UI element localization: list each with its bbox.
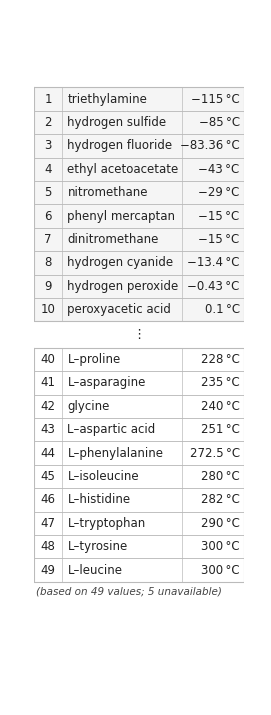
- Text: 46: 46: [41, 493, 56, 506]
- Bar: [34, 395, 244, 418]
- Text: L–phenylalanine: L–phenylalanine: [67, 447, 163, 460]
- Text: phenyl mercaptan: phenyl mercaptan: [67, 209, 176, 222]
- Text: −0.43 °C: −0.43 °C: [187, 280, 240, 293]
- Bar: [34, 275, 244, 298]
- Bar: [34, 157, 244, 181]
- Bar: [34, 371, 244, 395]
- Text: 3: 3: [44, 139, 52, 152]
- Text: L–proline: L–proline: [67, 353, 121, 366]
- Text: hydrogen cyanide: hydrogen cyanide: [67, 257, 174, 270]
- Bar: [34, 298, 244, 322]
- Text: −85 °C: −85 °C: [199, 116, 240, 129]
- Text: 272.5 °C: 272.5 °C: [190, 447, 240, 460]
- Text: glycine: glycine: [67, 400, 110, 413]
- Text: 5: 5: [44, 186, 52, 199]
- Text: peroxyacetic acid: peroxyacetic acid: [67, 303, 171, 316]
- Text: L–histidine: L–histidine: [67, 493, 131, 506]
- Bar: [34, 512, 244, 535]
- Text: −115 °C: −115 °C: [191, 93, 240, 106]
- Text: L–tyrosine: L–tyrosine: [67, 541, 128, 553]
- Text: 300 °C: 300 °C: [201, 541, 240, 553]
- Text: hydrogen sulfide: hydrogen sulfide: [67, 116, 167, 129]
- Text: hydrogen peroxide: hydrogen peroxide: [67, 280, 179, 293]
- Text: 44: 44: [41, 447, 56, 460]
- Text: ⋮: ⋮: [132, 328, 146, 341]
- Text: 9: 9: [44, 280, 52, 293]
- Text: 300 °C: 300 °C: [201, 563, 240, 576]
- Text: hydrogen fluoride: hydrogen fluoride: [67, 139, 173, 152]
- Text: nitromethane: nitromethane: [67, 186, 148, 199]
- Text: 43: 43: [41, 423, 56, 436]
- Bar: [34, 134, 244, 157]
- Text: L–asparagine: L–asparagine: [67, 377, 146, 390]
- Text: 235 °C: 235 °C: [201, 377, 240, 390]
- Text: 280 °C: 280 °C: [201, 470, 240, 483]
- Bar: [34, 87, 244, 111]
- Text: L–tryptophan: L–tryptophan: [67, 517, 146, 530]
- Text: 40: 40: [41, 353, 56, 366]
- Text: 0.1 °C: 0.1 °C: [205, 303, 240, 316]
- Bar: [34, 418, 244, 441]
- Text: (based on 49 values; 5 unavailable): (based on 49 values; 5 unavailable): [36, 586, 222, 596]
- Text: 2: 2: [44, 116, 52, 129]
- Text: 290 °C: 290 °C: [201, 517, 240, 530]
- Text: 228 °C: 228 °C: [201, 353, 240, 366]
- Text: L–leucine: L–leucine: [67, 563, 122, 576]
- Text: 49: 49: [41, 563, 56, 576]
- Text: 47: 47: [41, 517, 56, 530]
- Bar: [34, 441, 244, 465]
- Text: triethylamine: triethylamine: [67, 93, 147, 106]
- Text: −15 °C: −15 °C: [198, 209, 240, 222]
- Bar: [34, 111, 244, 134]
- Text: 240 °C: 240 °C: [201, 400, 240, 413]
- Text: dinitromethane: dinitromethane: [67, 233, 159, 246]
- Text: 6: 6: [44, 209, 52, 222]
- Text: 42: 42: [41, 400, 56, 413]
- Text: −83.36 °C: −83.36 °C: [180, 139, 240, 152]
- Bar: [34, 488, 244, 512]
- Bar: [34, 204, 244, 228]
- Text: 1: 1: [44, 93, 52, 106]
- Text: −13.4 °C: −13.4 °C: [187, 257, 240, 270]
- Text: 282 °C: 282 °C: [201, 493, 240, 506]
- Text: 7: 7: [44, 233, 52, 246]
- Bar: [34, 251, 244, 275]
- Bar: [34, 465, 244, 488]
- Bar: [34, 558, 244, 582]
- Bar: [34, 228, 244, 251]
- Text: 4: 4: [44, 163, 52, 176]
- Text: L–aspartic acid: L–aspartic acid: [67, 423, 156, 436]
- Bar: [34, 348, 244, 371]
- Text: 48: 48: [41, 541, 56, 553]
- Text: 45: 45: [41, 470, 56, 483]
- Bar: [34, 535, 244, 558]
- Text: 41: 41: [41, 377, 56, 390]
- Bar: [34, 181, 244, 204]
- Text: −43 °C: −43 °C: [198, 163, 240, 176]
- Text: 251 °C: 251 °C: [201, 423, 240, 436]
- Text: −29 °C: −29 °C: [198, 186, 240, 199]
- Text: L–isoleucine: L–isoleucine: [67, 470, 139, 483]
- Text: 10: 10: [41, 303, 56, 316]
- Text: 8: 8: [44, 257, 52, 270]
- Text: ethyl acetoacetate: ethyl acetoacetate: [67, 163, 179, 176]
- Text: −15 °C: −15 °C: [198, 233, 240, 246]
